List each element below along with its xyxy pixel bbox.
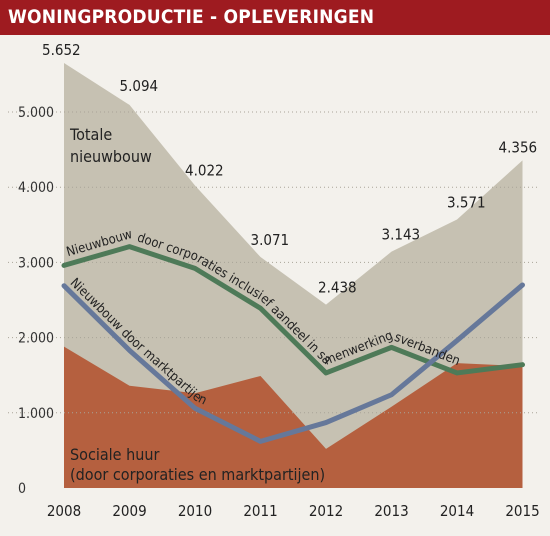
- data-label: 5.652: [42, 41, 81, 59]
- x-tick-label: 2012: [309, 502, 343, 520]
- data-label: 3.143: [382, 226, 421, 244]
- data-label: 3.071: [251, 231, 290, 249]
- social-rent-label-line1: Sociale huur: [70, 445, 159, 464]
- data-label: 2.438: [318, 279, 357, 297]
- y-tick-label: 2.000: [18, 331, 54, 347]
- y-tick-label: 4.000: [18, 180, 54, 196]
- y-tick-label: 0: [18, 481, 26, 497]
- data-label: 4.022: [185, 162, 224, 180]
- x-tick-label: 2010: [178, 502, 212, 520]
- x-tick-label: 2015: [505, 502, 539, 520]
- total-area-label-line1: Totale: [69, 125, 112, 144]
- corporaties-line: [61, 244, 525, 376]
- total-area-label-line2: nieuwbouw: [70, 147, 152, 166]
- title-bar: WONINGPRODUCTIE - OPLEVERINGEN: [0, 0, 550, 35]
- y-tick-label: 3.000: [18, 255, 54, 271]
- data-label: 3.571: [447, 193, 486, 211]
- x-tick-label: 2013: [374, 502, 408, 520]
- social-rent-label-line2: (door corporaties en marktpartijen): [70, 465, 325, 484]
- x-tick-label: 2014: [440, 502, 474, 520]
- social-rent-area: [64, 346, 523, 488]
- x-tick-label: 2008: [47, 502, 81, 520]
- chart-title: WONINGPRODUCTIE - OPLEVERINGEN: [8, 6, 375, 28]
- y-tick-label: 5.000: [18, 105, 54, 121]
- x-tick-label: 2011: [243, 502, 277, 520]
- marktpartijen-line: [61, 282, 525, 444]
- x-tick-label: 2009: [112, 502, 146, 520]
- data-label: 4.356: [499, 138, 538, 156]
- data-label: 5.094: [120, 77, 159, 95]
- y-tick-label: 1.000: [18, 406, 54, 422]
